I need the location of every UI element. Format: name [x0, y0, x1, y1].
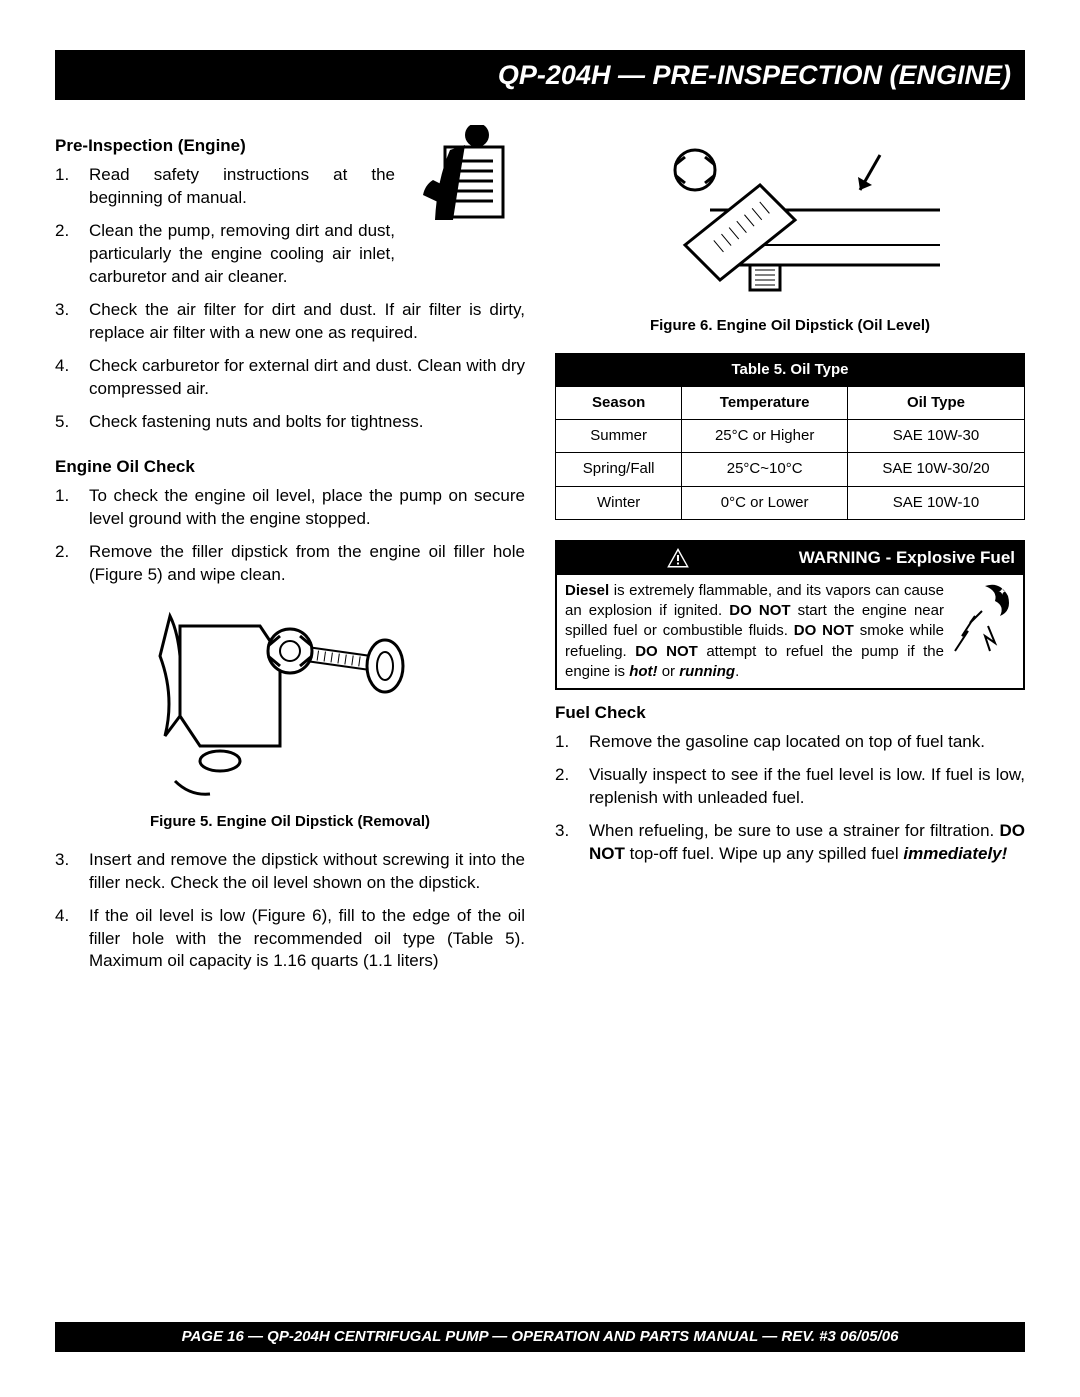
figure-5-caption: Figure 5. Engine Oil Dipstick (Removal): [55, 812, 525, 832]
figure-6-caption: Figure 6. Engine Oil Dipstick (Oil Level…: [555, 316, 1025, 336]
table-header: Temperature: [682, 386, 848, 419]
list-item: Check fastening nuts and bolts for tight…: [55, 411, 525, 434]
list-item: When refueling, be sure to use a straine…: [555, 820, 1025, 866]
oil-check-list-a: To check the engine oil level, place the…: [55, 485, 525, 587]
right-column: Figure 6. Engine Oil Dipstick (Oil Level…: [555, 125, 1025, 983]
pre-inspection-list: Read safety instructions at the beginnin…: [55, 164, 525, 433]
table-row: Spring/Fall 25°C~10°C SAE 10W-30/20: [556, 453, 1025, 486]
table-header: Oil Type: [848, 386, 1025, 419]
list-item: Read safety instructions at the beginnin…: [55, 164, 525, 210]
list-item: Clean the pump, removing dirt and dust, …: [55, 220, 525, 289]
list-item: If the oil level is low (Figure 6), fill…: [55, 905, 525, 974]
oil-type-table: Table 5. Oil Type Season Temperature Oil…: [555, 353, 1025, 520]
list-item: Check the air filter for dirt and dust. …: [55, 299, 525, 345]
page-header: QP-204H — PRE-INSPECTION (ENGINE): [55, 50, 1025, 100]
figure-6-image: [555, 135, 1025, 310]
oil-check-heading: Engine Oil Check: [55, 456, 525, 479]
left-column: Pre-Inspection (Engine) Read safety inst…: [55, 125, 525, 983]
list-item: Insert and remove the dipstick without s…: [55, 849, 525, 895]
warning-heading: WARNING - Explosive Fuel: [557, 542, 1023, 575]
warning-text: Diesel is extremely flammable, and its v…: [565, 582, 944, 680]
warning-triangle-icon: [667, 548, 689, 568]
table-header: Season: [556, 386, 682, 419]
oil-check-list-b: Insert and remove the dipstick without s…: [55, 849, 525, 974]
warning-body: ✦ Diesel is extremely flammable, and its…: [557, 575, 1023, 688]
page-footer: PAGE 16 — QP-204H CENTRIFUGAL PUMP — OPE…: [55, 1322, 1025, 1352]
list-item: Visually inspect to see if the fuel leve…: [555, 764, 1025, 810]
figure-5-image: [55, 596, 525, 806]
fuel-check-list: Remove the gasoline cap located on top o…: [555, 731, 1025, 866]
svg-text:✦: ✦: [998, 587, 1006, 598]
table-row: Summer 25°C or Higher SAE 10W-30: [556, 420, 1025, 453]
warning-box: WARNING - Explosive Fuel ✦ Diesel is ext…: [555, 540, 1025, 690]
list-item: Remove the filler dipstick from the engi…: [55, 541, 525, 587]
table-row: Winter 0°C or Lower SAE 10W-10: [556, 486, 1025, 519]
list-item: To check the engine oil level, place the…: [55, 485, 525, 531]
explosion-icon: ✦: [950, 581, 1015, 656]
fuel-check-heading: Fuel Check: [555, 702, 1025, 725]
warning-title: WARNING - Explosive Fuel: [799, 547, 1015, 570]
table-title: Table 5. Oil Type: [556, 353, 1025, 386]
list-item: Remove the gasoline cap located on top o…: [555, 731, 1025, 754]
list-item: Check carburetor for external dirt and d…: [55, 355, 525, 401]
